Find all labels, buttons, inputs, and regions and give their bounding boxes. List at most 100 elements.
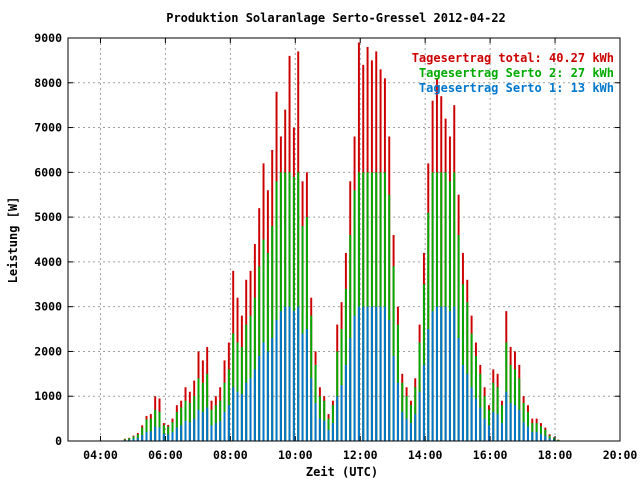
bar-serto-1	[505, 391, 508, 441]
bar-serto-1	[388, 320, 391, 441]
bar-serto-1	[531, 432, 534, 441]
bar-serto-2	[258, 266, 261, 441]
bar-serto-1	[370, 306, 373, 441]
bar-serto-2	[379, 172, 382, 441]
bar-serto-1	[301, 333, 304, 441]
bar-serto-1	[479, 407, 482, 441]
bar-serto-2	[427, 212, 430, 441]
bar-serto-2	[162, 425, 165, 441]
bar-serto-1	[141, 435, 144, 441]
bar-serto-1	[513, 405, 516, 441]
bar-serto-2	[284, 172, 287, 441]
bar-serto-1	[232, 387, 235, 441]
bar-serto-2	[383, 172, 386, 441]
bar-serto-2	[154, 409, 157, 441]
bar-serto-2	[370, 172, 373, 441]
bar-serto-2	[431, 172, 434, 441]
x-tick-label: 10:00	[278, 448, 313, 462]
bar-serto-2	[392, 266, 395, 441]
bar-serto-1	[383, 306, 386, 441]
bar-serto-1	[453, 306, 456, 441]
bar-serto-1	[305, 329, 308, 441]
bar-serto-1	[193, 418, 196, 441]
bar-serto-2	[292, 176, 295, 441]
bar-serto-1	[136, 437, 139, 441]
bar-serto-1	[349, 338, 352, 441]
bar-serto-1	[210, 425, 213, 441]
x-tick-label: 20:00	[603, 448, 638, 462]
bar-serto-1	[258, 355, 261, 441]
bar-serto-1	[206, 407, 209, 441]
bar-serto-2	[167, 426, 170, 441]
bar-serto-1	[440, 306, 443, 441]
bar-serto-1	[344, 364, 347, 441]
x-tick-label: 14:00	[408, 448, 443, 462]
bar-serto-2	[288, 172, 291, 441]
bar-serto-2	[557, 439, 560, 441]
bar-serto-2	[522, 402, 525, 441]
bar-serto-2	[479, 373, 482, 441]
bar-serto-2	[175, 411, 178, 441]
bar-serto-2	[396, 324, 399, 441]
bar-serto-1	[548, 438, 551, 441]
bar-serto-1	[154, 426, 157, 441]
grid-lines	[68, 38, 620, 441]
bar-serto-1	[240, 393, 243, 441]
bar-serto-2	[388, 194, 391, 441]
y-tick-label: 4000	[34, 255, 62, 269]
bar-serto-1	[418, 391, 421, 441]
bar-serto-1	[275, 320, 278, 441]
y-tick-label: 8000	[34, 76, 62, 90]
bar-serto-1	[457, 338, 460, 441]
axis-ticks: 0 1000 2000 3000 4000 5000 6000 7000 8000 9000 04:…	[34, 31, 637, 462]
legend: Tagesertrag total: 40.27 kWhTagesertrag …	[412, 51, 614, 95]
bar-serto-1	[318, 418, 321, 441]
bar-serto-2	[232, 333, 235, 441]
bar-serto-2	[453, 172, 456, 441]
bar-serto-2	[266, 252, 269, 441]
y-tick-label: 5000	[34, 210, 62, 224]
x-tick-label: 04:00	[83, 448, 118, 462]
bar-serto-1	[292, 311, 295, 441]
bar-serto-1	[496, 414, 499, 441]
bar-serto-2	[435, 172, 438, 441]
bar-serto-1	[539, 433, 542, 441]
bar-serto-2	[461, 284, 464, 441]
bar-serto-1	[171, 432, 174, 441]
bars	[123, 42, 560, 442]
bar-serto-1	[392, 355, 395, 441]
bar-serto-1	[353, 315, 356, 441]
bar-serto-1	[201, 411, 204, 441]
bar-serto-2	[470, 333, 473, 441]
bar-serto-1	[249, 378, 252, 441]
bar-serto-2	[422, 284, 425, 441]
bar-serto-1	[158, 427, 161, 441]
bar-serto-1	[132, 438, 135, 441]
bar-serto-1	[357, 306, 360, 441]
bar-serto-2	[145, 419, 148, 441]
bar-serto-1	[448, 311, 451, 441]
bar-serto-1	[535, 432, 538, 441]
bar-serto-1	[214, 423, 217, 441]
bar-serto-1	[470, 387, 473, 441]
bar-serto-2	[206, 373, 209, 441]
bar-serto-2	[128, 438, 131, 441]
bar-serto-1	[336, 396, 339, 441]
y-tick-label: 9000	[34, 31, 62, 45]
bar-serto-2	[327, 418, 330, 441]
bar-serto-1	[197, 409, 200, 441]
bar-serto-2	[526, 411, 529, 441]
bar-serto-2	[158, 411, 161, 441]
bar-serto-1	[379, 306, 382, 441]
bar-serto-2	[297, 172, 300, 441]
bar-serto-1	[340, 385, 343, 441]
bar-serto-1	[314, 402, 317, 441]
bar-serto-1	[162, 433, 165, 441]
bar-serto-1	[145, 432, 148, 441]
bar-serto-1	[128, 439, 131, 441]
bar-serto-1	[435, 306, 438, 441]
bar-serto-2	[518, 378, 521, 441]
y-tick-label: 2000	[34, 344, 62, 358]
bar-serto-1	[297, 306, 300, 441]
bar-serto-1	[553, 439, 555, 441]
